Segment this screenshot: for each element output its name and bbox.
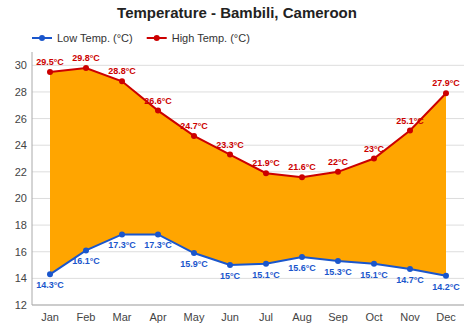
grid-line — [32, 65, 464, 66]
plot-area — [47, 65, 449, 279]
data-label: 15.1°C — [252, 270, 280, 280]
data-label: 21.6°C — [288, 162, 316, 172]
data-label: 15.3°C — [324, 267, 352, 277]
y-axis-line — [32, 52, 33, 305]
point — [371, 261, 377, 267]
legend-marker — [154, 35, 160, 41]
x-tick-label: Jul — [259, 311, 273, 323]
data-label: 25.1°C — [396, 116, 424, 126]
range-band — [50, 68, 446, 276]
data-label: 16.1°C — [72, 256, 100, 266]
data-label: 22°C — [328, 157, 349, 167]
data-label: 29.8°C — [72, 53, 100, 63]
point — [155, 108, 161, 114]
legend-label: High Temp. (°C) — [172, 32, 250, 44]
x-tick-label: Jan — [41, 311, 59, 323]
point — [47, 271, 53, 277]
y-tick-label: 20 — [15, 192, 27, 204]
point — [299, 174, 305, 180]
point — [227, 262, 233, 268]
data-label: 17.3°C — [108, 240, 136, 250]
y-tick-label: 14 — [15, 272, 27, 284]
point — [119, 231, 125, 237]
data-label: 23.3°C — [216, 140, 244, 150]
point — [263, 261, 269, 267]
x-tick-label: Feb — [77, 311, 96, 323]
y-tick-label: 24 — [15, 139, 27, 151]
point — [443, 90, 449, 96]
y-tick-label: 30 — [15, 59, 27, 71]
data-label: 14.7°C — [396, 275, 424, 285]
data-label: 28.8°C — [108, 66, 136, 76]
point — [119, 78, 125, 84]
x-tick-label: Oct — [365, 311, 382, 323]
point — [191, 133, 197, 139]
point — [335, 258, 341, 264]
data-label: 17.3°C — [144, 240, 172, 250]
x-tick-label: Mar — [113, 311, 132, 323]
legend-label: Low Temp. (°C) — [57, 32, 133, 44]
x-axis-line — [32, 305, 464, 306]
x-tick-label: Dec — [436, 311, 456, 323]
y-tick-label: 26 — [15, 113, 27, 125]
point — [443, 273, 449, 279]
point — [227, 152, 233, 158]
y-tick-label: 18 — [15, 219, 27, 231]
point — [407, 128, 413, 134]
point — [155, 231, 161, 237]
point — [191, 250, 197, 256]
y-tick-label: 28 — [15, 86, 27, 98]
x-tick-label: Sep — [328, 311, 348, 323]
data-label: 21.9°C — [252, 158, 280, 168]
x-tick-label: Apr — [149, 311, 166, 323]
data-label: 14.3°C — [36, 280, 64, 290]
point — [47, 69, 53, 75]
x-tick-label: May — [184, 311, 205, 323]
point — [83, 65, 89, 71]
data-label: 29.5°C — [36, 57, 64, 67]
grid-line — [32, 305, 464, 306]
y-tick-label: 16 — [15, 246, 27, 258]
data-label: 15.6°C — [288, 263, 316, 273]
data-label: 23°C — [364, 144, 385, 154]
point — [335, 169, 341, 175]
point — [83, 247, 89, 253]
data-label: 27.9°C — [432, 78, 460, 88]
legend: Low Temp. (°C) High Temp. (°C) — [32, 32, 250, 44]
data-label: 15.1°C — [360, 270, 388, 280]
title: Temperature - Bambili, Cameroon — [117, 4, 357, 21]
data-label: 15°C — [220, 271, 241, 281]
y-tick-label: 22 — [15, 166, 27, 178]
point — [299, 254, 305, 260]
data-label: 24.7°C — [180, 121, 208, 131]
x-tick-label: Jun — [221, 311, 239, 323]
data-label: 15.9°C — [180, 259, 208, 269]
y-tick-label: 12 — [15, 299, 27, 311]
legend-marker — [39, 35, 45, 41]
data-label: 14.2°C — [432, 282, 460, 292]
x-tick-label: Nov — [400, 311, 420, 323]
chart: Temperature - Bambili, Cameroon 12 14 16 18 2… — [0, 0, 474, 331]
point — [371, 156, 377, 162]
point — [407, 266, 413, 272]
series-line — [50, 68, 446, 177]
point — [263, 170, 269, 176]
x-tick-label: Aug — [292, 311, 312, 323]
data-label: 26.6°C — [144, 96, 172, 106]
